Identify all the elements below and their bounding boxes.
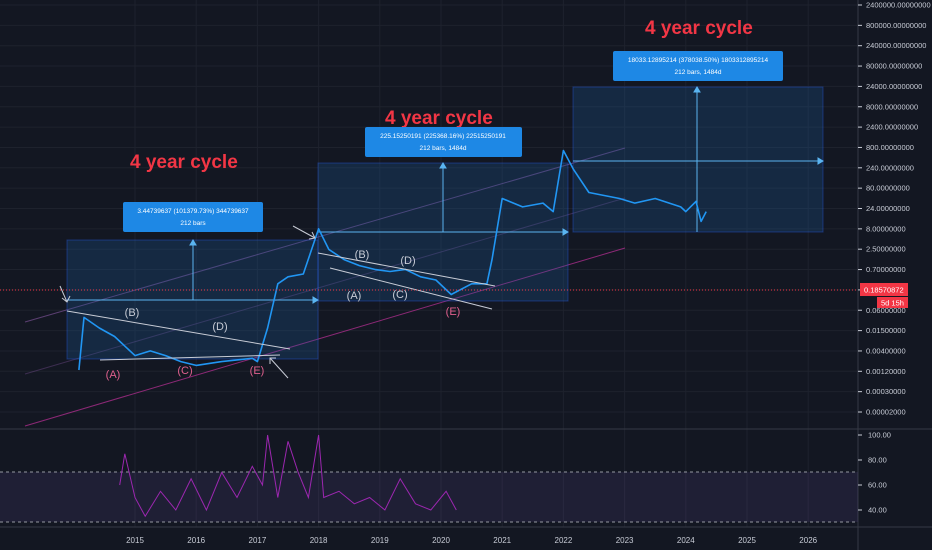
price-tag-countdown: 5d 15h: [881, 299, 904, 308]
measure-label-1-line2: 212 bars: [180, 220, 206, 227]
wave-label: (B): [125, 307, 140, 319]
y-tick-label: 24000.00000000: [866, 82, 922, 91]
x-tick-label: 2024: [677, 536, 695, 545]
wave-label: (A): [347, 290, 362, 302]
x-tick-label: 2025: [738, 536, 756, 545]
x-tick-label: 2016: [187, 536, 205, 545]
price-line: [78, 149, 707, 371]
y-tick-label: 80000.00000000: [866, 62, 922, 71]
y-tick-label: 0.00120000: [866, 367, 906, 376]
channel-mid-line: [24, 197, 626, 375]
wave-label: (C): [177, 365, 192, 377]
wave-label: (A): [106, 369, 121, 381]
y-tick-label: 24.00000000: [866, 204, 910, 213]
measure-label-2-line2: 212 bars, 1484d: [420, 145, 467, 152]
y-tick-label: 240.00000000: [866, 163, 914, 172]
oscillator-line: [119, 434, 457, 518]
x-tick-label: 2026: [799, 536, 817, 545]
oscillator-band: [0, 472, 858, 522]
price-tag-value: 0.18570872: [864, 286, 904, 295]
y-tick-label: 0.70000000: [866, 265, 906, 274]
cycle-label-2: 4 year cycle: [385, 108, 493, 129]
y-tick-label: 800.00000000: [866, 143, 914, 152]
x-tick-label: 2022: [555, 536, 573, 545]
cycle-label-1: 4 year cycle: [130, 152, 238, 173]
y-tick-label: 0.01500000: [866, 326, 906, 335]
wave-label: (D): [212, 321, 227, 333]
wave-label: (E): [250, 365, 265, 377]
pointer-arrows: [59, 225, 316, 379]
x-tick-label: 2020: [432, 536, 450, 545]
y-tick-label: 0.00400000: [866, 346, 906, 355]
y-tick-label: 240000.00000000: [866, 41, 926, 50]
wave-label: (B): [355, 249, 370, 261]
y-tick-label: 0.06000000: [866, 306, 906, 315]
wave-label: (C): [392, 289, 407, 301]
x-tick-label: 2015: [126, 536, 144, 545]
triangle-lines: [66, 252, 496, 361]
osc-tick-label: 100.00: [868, 431, 891, 440]
measure-label-1: 3.44739637 (101379.73%) 344739637 212 ba…: [123, 202, 263, 232]
x-tick-label: 2017: [249, 536, 267, 545]
grid: [0, 0, 858, 527]
measure-label-2-line1: 225.15250191 (225368.16%) 22515250191: [380, 133, 506, 140]
price-tag: 0.18570872 5d 15h: [860, 283, 908, 308]
channel-upper-line: [24, 147, 626, 323]
wave-label: (D): [400, 255, 415, 267]
y-tick-label: 0.00002000: [866, 408, 906, 417]
wave-label: (E): [446, 306, 461, 318]
measure-label-3-line2: 212 bars, 1484d: [675, 69, 722, 76]
y-tick-label: 800000.00000000: [866, 21, 926, 30]
measure-label-2: 225.15250191 (225368.16%) 22515250191 21…: [365, 127, 522, 157]
y-tick-label: 80.00000000: [866, 184, 910, 193]
measure-label-3-line1: 18033.12895214 (378038.50%) 180331289521…: [628, 57, 769, 64]
osc-tick-label: 60.00: [868, 481, 887, 490]
osc-tick-label: 40.00: [868, 506, 887, 515]
price-axis-bg: [858, 0, 932, 550]
cycle-label-3: 4 year cycle: [645, 18, 753, 39]
x-tick-label: 2019: [371, 536, 389, 545]
y-tick-label: 2.50000000: [866, 245, 906, 254]
y-tick-label: 0.00030000: [866, 387, 906, 396]
y-tick-label: 2400000.00000000: [866, 1, 931, 10]
measure-label-1-line1: 3.44739637 (101379.73%) 344739637: [137, 208, 249, 215]
x-tick-label: 2018: [310, 536, 328, 545]
osc-tick-label: 80.00: [868, 456, 887, 465]
measure-label-3: 18033.12895214 (378038.50%) 180331289521…: [613, 51, 783, 81]
y-tick-label: 8000.00000000: [866, 102, 918, 111]
x-tick-label: 2021: [493, 536, 511, 545]
channel-lower-line: [24, 247, 626, 427]
y-tick-label: 2400.00000000: [866, 123, 918, 132]
y-tick-label: 8.00000000: [866, 224, 906, 233]
x-tick-label: 2023: [616, 536, 634, 545]
